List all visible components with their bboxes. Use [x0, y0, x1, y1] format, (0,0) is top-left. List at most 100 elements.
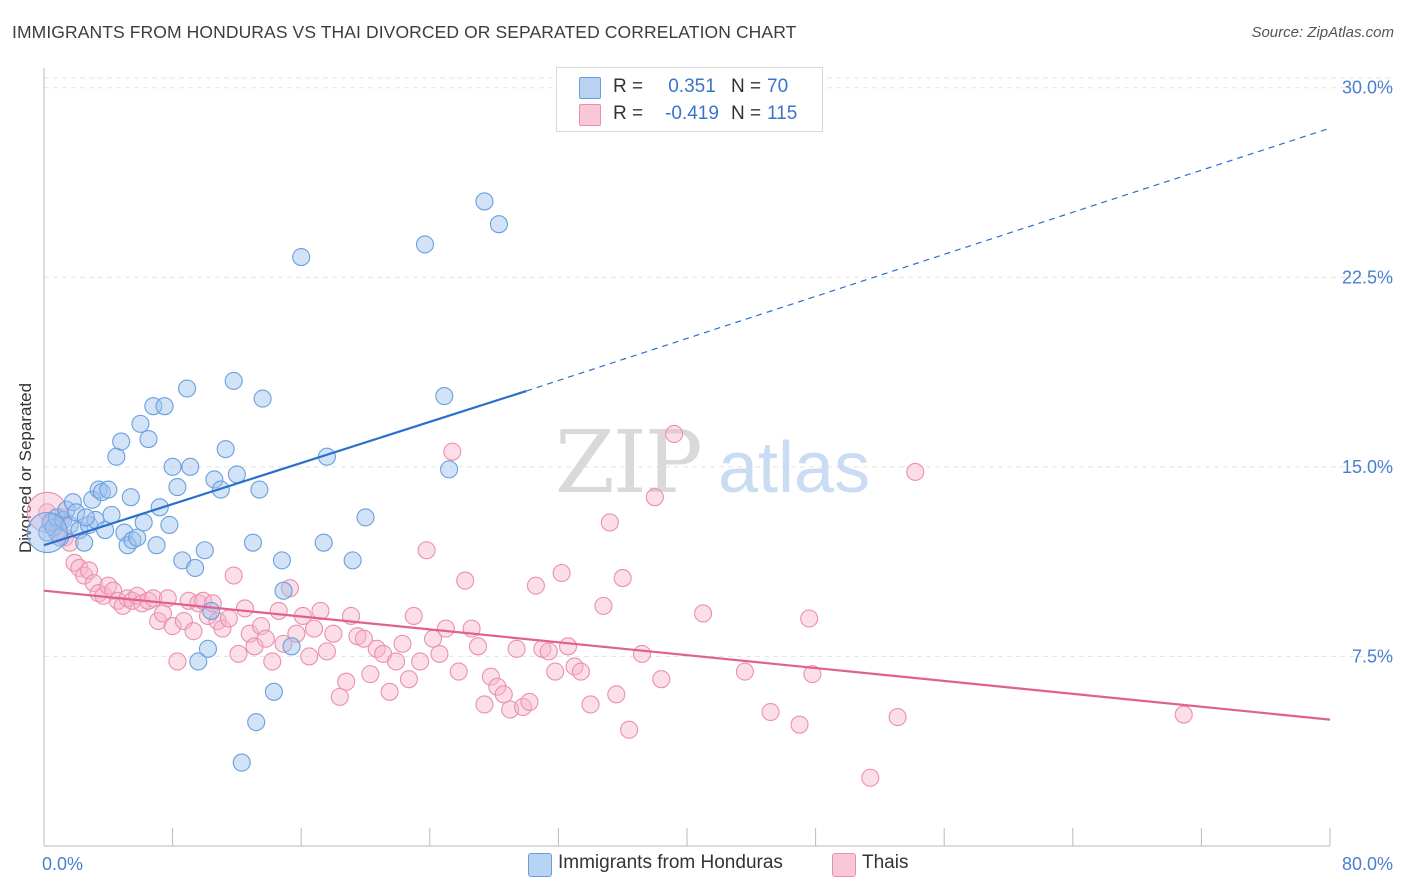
- n-value: 115: [767, 103, 798, 124]
- thai-points: [26, 424, 1193, 787]
- thai-point: [481, 667, 500, 686]
- r-label: R =: [613, 76, 644, 97]
- axes: [43, 68, 1331, 847]
- thai-legend-swatch: [832, 853, 856, 877]
- thai-point: [168, 652, 187, 671]
- honduras-legend-swatch: [528, 853, 552, 877]
- honduras-point: [224, 371, 243, 390]
- honduras-point: [76, 508, 95, 527]
- r-value: -0.419: [665, 103, 719, 124]
- thai-point: [337, 672, 356, 691]
- thai-point: [386, 652, 406, 671]
- thai-point: [219, 609, 238, 628]
- honduras-point: [155, 397, 174, 416]
- honduras-point: [131, 414, 150, 433]
- honduras-point: [232, 753, 251, 772]
- thai-point: [256, 629, 275, 648]
- thai-point: [305, 619, 324, 638]
- thai-point: [404, 606, 423, 626]
- honduras-point: [227, 465, 246, 484]
- thai-point: [571, 662, 590, 681]
- honduras-point: [96, 520, 115, 540]
- legend-label: Thais: [862, 852, 909, 873]
- honduras-point: [195, 541, 214, 560]
- r-value: 0.351: [668, 76, 716, 97]
- thai-point: [761, 702, 780, 722]
- y-tick-label: 30.0%: [1342, 78, 1393, 98]
- thai-point: [552, 563, 571, 583]
- thai-point: [354, 629, 373, 648]
- honduras-point: [440, 460, 459, 479]
- thai-point: [317, 642, 336, 661]
- honduras-trend-line: [43, 389, 527, 547]
- r-label: R =: [613, 103, 644, 124]
- thai-point: [594, 596, 613, 615]
- thai-point: [694, 604, 713, 623]
- thai-point: [600, 513, 619, 532]
- honduras-point: [26, 512, 68, 554]
- thai-point: [224, 566, 243, 585]
- honduras-point: [181, 457, 200, 476]
- thai-point: [380, 682, 399, 701]
- y-tick-label: 15.0%: [1342, 457, 1393, 477]
- honduras-point: [89, 480, 108, 499]
- thai-point: [607, 685, 626, 704]
- n-label: N =: [731, 76, 762, 97]
- thai-point: [411, 652, 430, 671]
- honduras-point: [475, 192, 494, 211]
- honduras-point: [160, 515, 179, 535]
- thai-point: [546, 662, 565, 681]
- thai-point: [800, 609, 819, 628]
- honduras-trend-extension: [526, 127, 1331, 392]
- n-value: 70: [767, 76, 789, 97]
- x-tick-label: 0.0%: [42, 854, 83, 874]
- honduras-point: [216, 440, 235, 459]
- source-label: Source: ZipAtlas.com: [1251, 24, 1394, 41]
- thai-point: [213, 619, 232, 638]
- thai-point: [163, 617, 182, 636]
- watermark-zip: ZIP: [555, 413, 701, 513]
- honduras-point: [112, 432, 131, 451]
- thai-point: [184, 622, 203, 641]
- honduras-point: [243, 533, 263, 552]
- thai-point: [1174, 705, 1193, 724]
- honduras-point: [415, 235, 435, 254]
- honduras-point: [163, 457, 182, 476]
- thai-point: [430, 644, 449, 663]
- thai-point: [494, 685, 513, 704]
- thai-point: [558, 637, 578, 656]
- honduras-point: [343, 551, 362, 570]
- honduras-point: [83, 490, 102, 509]
- honduras-point: [134, 513, 153, 532]
- x-tick-label: 80.0%: [1342, 854, 1393, 874]
- honduras-point: [314, 533, 333, 552]
- thai-point: [300, 647, 319, 666]
- thai-point: [99, 576, 118, 595]
- honduras-point: [247, 713, 266, 732]
- thai-point: [507, 639, 526, 658]
- honduras-point: [128, 528, 147, 547]
- honduras-point: [292, 247, 311, 267]
- honduras-point: [198, 639, 218, 658]
- honduras-point: [489, 215, 508, 234]
- honduras-point: [264, 682, 283, 701]
- honduras-point: [67, 503, 86, 522]
- honduras-point: [189, 652, 208, 671]
- grid-lines: [44, 77, 1392, 657]
- thai-point: [330, 687, 349, 706]
- thai-point: [475, 695, 494, 714]
- thai-point: [436, 619, 455, 638]
- thai-point: [488, 677, 507, 696]
- thai-point: [888, 708, 907, 727]
- thai-point: [361, 665, 380, 684]
- honduras-point: [250, 480, 269, 499]
- thai-point: [65, 553, 84, 572]
- honduras-point: [282, 637, 301, 656]
- honduras-point: [178, 379, 197, 398]
- watermark-atlas: atlas: [718, 428, 870, 508]
- honduras-point: [107, 447, 126, 466]
- thai-point: [456, 571, 475, 590]
- thai-point: [468, 637, 488, 656]
- thai-point: [526, 576, 545, 595]
